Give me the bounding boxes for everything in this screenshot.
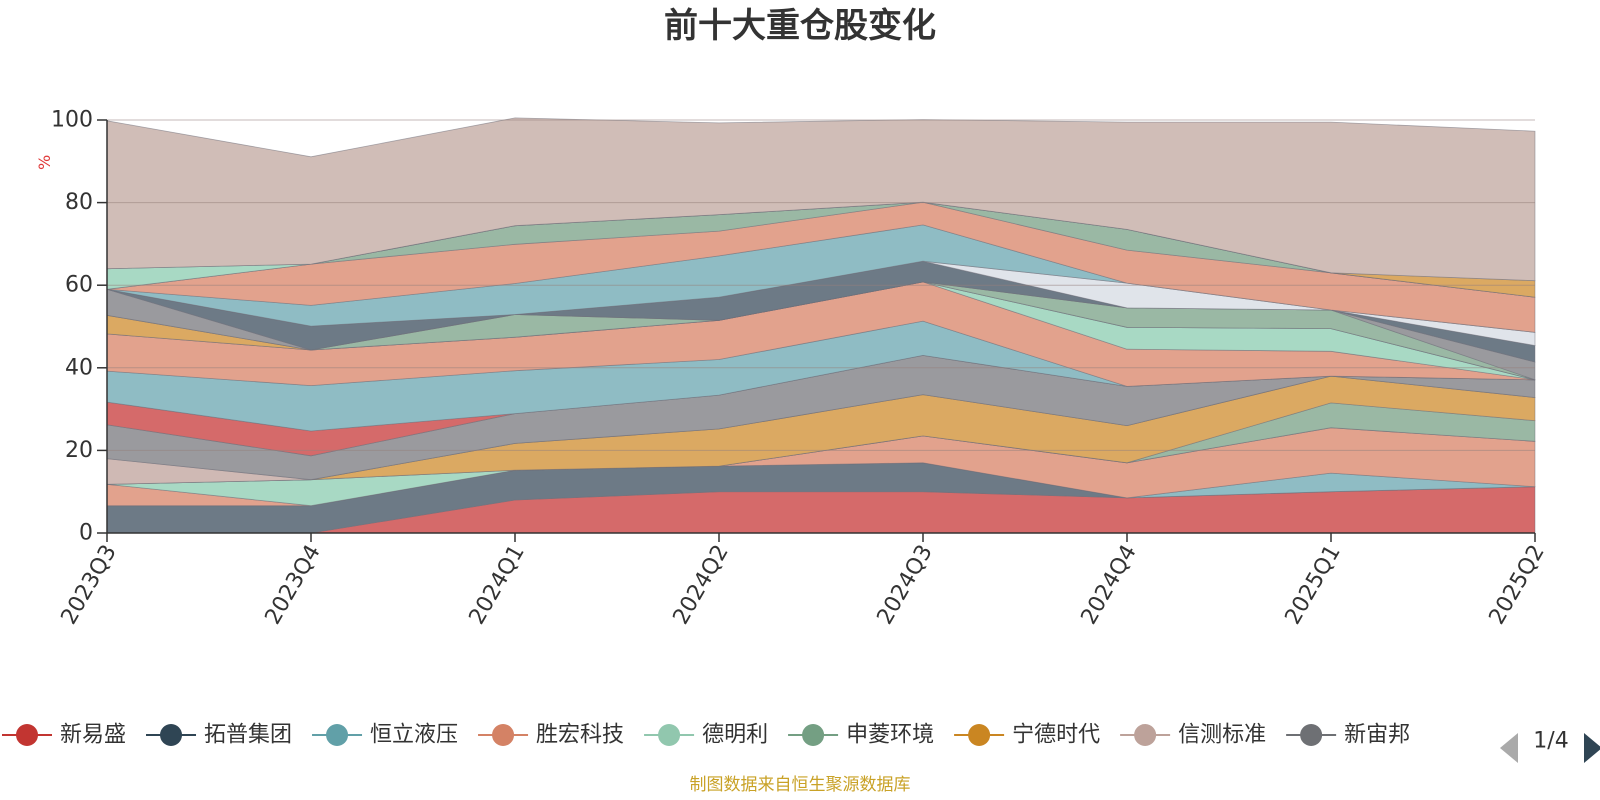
legend-dot-marker [802,724,825,746]
legend-item[interactable]: 申菱环境 [788,723,934,748]
legend-item[interactable]: 恒立液压 [312,723,458,748]
legend-item[interactable]: 德明利 [644,723,768,748]
x-tick-label: 2024Q2 [669,541,734,629]
x-tick-labels: 2023Q3 2023Q4 2024Q1 2024Q2 2024Q3 2024Q4 2025… [57,533,1550,629]
legend-item[interactable]: 新宙邦 [1286,723,1410,748]
x-tick-label: 2025Q2 [1485,541,1550,629]
legend-dot-marker [160,724,183,746]
legend-item[interactable]: 宁德时代 [954,723,1100,748]
legend-label: 新宙邦 [1344,723,1410,748]
grid-lines [107,119,1535,451]
legend-label: 胜宏科技 [536,723,624,748]
legend-dot-marker [326,724,349,746]
legend-dot-marker [658,724,681,746]
y-tick-labels: 0 20 40 60 80 100 [51,108,107,546]
legend-label: 德明利 [702,723,768,748]
legend-dot-marker [1300,724,1323,746]
area-series [106,117,1536,282]
legend-dot-marker [1134,724,1157,746]
legend-item[interactable]: 胜宏科技 [478,723,624,748]
x-tick-label: 2023Q4 [261,541,326,629]
axes [106,120,1535,534]
legend-label: 拓普集团 [204,723,292,748]
x-tick-label: 2025Q1 [1281,541,1346,629]
legend-dot-marker [16,724,38,746]
x-tick-label: 2024Q1 [465,541,530,629]
x-tick-label: 2024Q3 [873,541,938,629]
legend[interactable]: 新易盛 拓普集团 恒立液压 胜宏科技 德明利 申菱环境 宁德时代 信测标准 新宙邦 [2,723,1410,748]
legend-item[interactable]: 拓普集团 [146,723,292,748]
y-tick-label: 40 [65,355,93,380]
chart-title: 前十大重仓股变化 [664,6,936,46]
legend-pager: 1/4 [1500,729,1600,763]
legend-next-page-icon[interactable] [1584,733,1600,763]
legend-label: 宁德时代 [1012,723,1100,748]
legend-label: 信测标准 [1178,723,1266,748]
y-tick-label: 0 [79,521,93,546]
legend-label: 新易盛 [60,723,126,748]
legend-label: 恒立液压 [370,723,458,748]
legend-prev-page-icon[interactable] [1500,733,1518,763]
y-tick-label: 100 [51,108,93,133]
y-tick-label: 60 [65,273,93,298]
y-axis-unit: % [35,155,54,170]
y-tick-label: 20 [65,438,93,463]
legend-dot-marker [492,724,515,746]
legend-dot-marker [968,724,991,746]
legend-item[interactable]: 新易盛 [2,723,126,748]
x-tick-label: 2024Q4 [1077,541,1142,629]
legend-page-indicator: 1/4 [1533,729,1568,754]
plot-areas [106,117,1536,534]
data-source-note: 制图数据来自恒生聚源数据库 [690,775,911,795]
legend-item[interactable]: 信测标准 [1120,723,1266,748]
legend-label: 申菱环境 [846,723,934,748]
y-tick-label: 80 [65,190,93,215]
x-tick-label: 2023Q3 [57,541,122,629]
